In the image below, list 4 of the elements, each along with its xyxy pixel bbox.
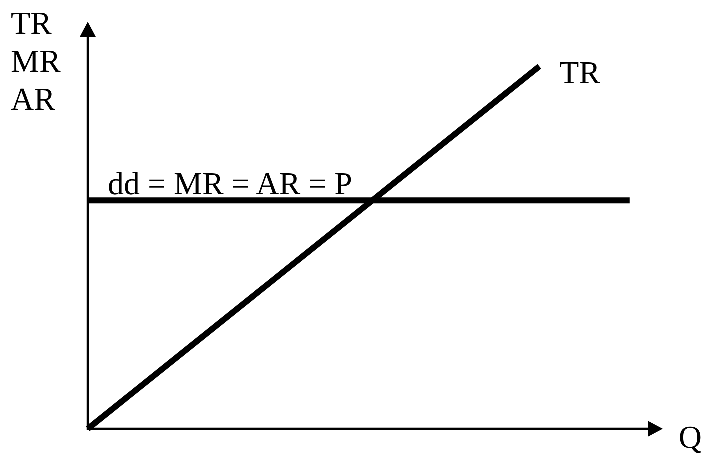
series-label: dd = MR = AR = P xyxy=(108,166,352,202)
series-label: TR xyxy=(560,54,602,91)
x-axis-title: Q xyxy=(678,419,702,453)
y-axis-title: TR MR AR xyxy=(11,5,62,117)
